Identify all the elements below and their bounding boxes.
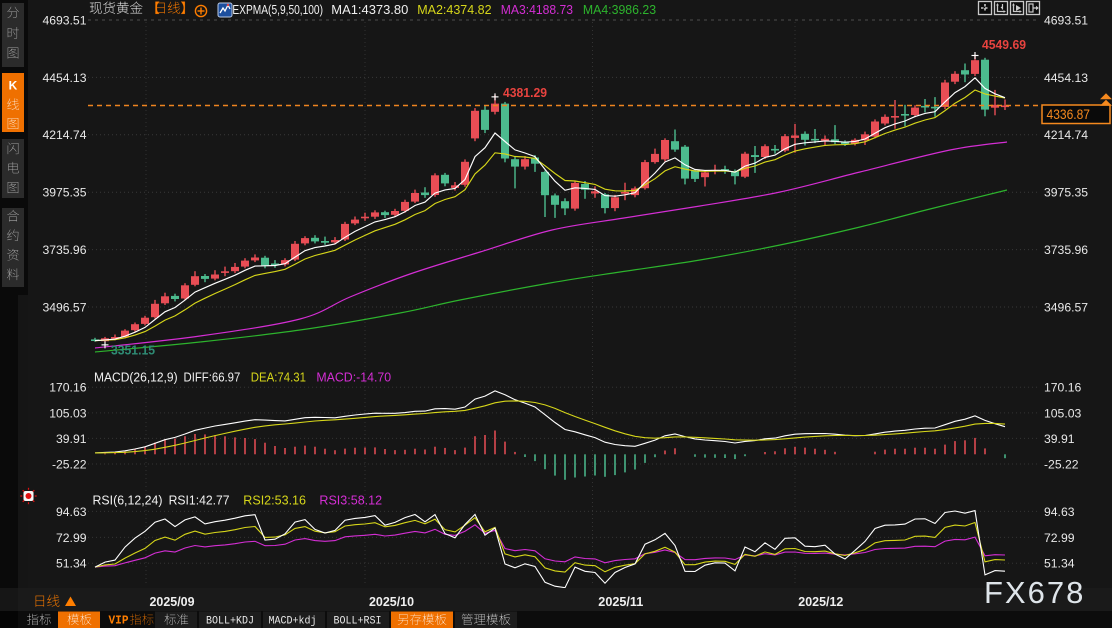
svg-text:FX678: FX678 xyxy=(984,575,1085,610)
svg-text:2025/12: 2025/12 xyxy=(798,594,843,609)
svg-text:RSI2:53.16: RSI2:53.16 xyxy=(243,493,306,508)
svg-text:4693.51: 4693.51 xyxy=(42,13,86,27)
svg-text:RSI3:58.12: RSI3:58.12 xyxy=(319,493,382,508)
svg-text:39.91: 39.91 xyxy=(1044,432,1075,446)
svg-text:MACD(26,12,9): MACD(26,12,9) xyxy=(94,370,178,385)
svg-text:2025/11: 2025/11 xyxy=(598,594,643,609)
svg-text:51.34: 51.34 xyxy=(1044,557,1075,571)
svg-text:94.63: 94.63 xyxy=(1044,505,1075,519)
svg-text:170.16: 170.16 xyxy=(49,381,86,395)
svg-text:3496.57: 3496.57 xyxy=(1044,300,1088,314)
svg-text:72.99: 72.99 xyxy=(1044,531,1075,545)
svg-text:K: K xyxy=(9,79,18,93)
svg-text:4549.69: 4549.69 xyxy=(982,38,1026,52)
svg-text:-25.22: -25.22 xyxy=(1044,457,1079,471)
svg-text:BOLL+KDJ: BOLL+KDJ xyxy=(206,616,254,628)
svg-text:MACD:-14.70: MACD:-14.70 xyxy=(316,370,391,385)
svg-text:3735.96: 3735.96 xyxy=(1044,243,1088,257)
svg-text:4214.74: 4214.74 xyxy=(1044,128,1088,142)
svg-text:RSI1:42.77: RSI1:42.77 xyxy=(169,493,230,508)
svg-text:2025/09: 2025/09 xyxy=(150,594,195,609)
svg-text:4454.13: 4454.13 xyxy=(42,71,86,85)
svg-text:MA3:4188.73: MA3:4188.73 xyxy=(501,2,573,17)
svg-text:4381.29: 4381.29 xyxy=(503,86,547,100)
svg-text:RSI(6,12,24): RSI(6,12,24) xyxy=(93,493,163,508)
svg-text:170.16: 170.16 xyxy=(1044,381,1081,395)
svg-text:39.91: 39.91 xyxy=(56,432,87,446)
svg-text:3496.57: 3496.57 xyxy=(42,300,86,314)
svg-text:4214.74: 4214.74 xyxy=(42,128,86,142)
svg-text:DEA:74.31: DEA:74.31 xyxy=(251,370,306,385)
svg-text:MA2:4374.82: MA2:4374.82 xyxy=(417,2,491,17)
svg-text:4336.87: 4336.87 xyxy=(1047,107,1091,122)
svg-text:3735.96: 3735.96 xyxy=(42,243,86,257)
svg-text:3975.35: 3975.35 xyxy=(1044,186,1088,200)
svg-text:3351.15: 3351.15 xyxy=(111,343,155,357)
svg-text:-25.22: -25.22 xyxy=(52,457,87,471)
svg-text:DIFF:66.97: DIFF:66.97 xyxy=(184,370,241,385)
svg-text:72.99: 72.99 xyxy=(56,531,87,545)
svg-text:94.63: 94.63 xyxy=(56,505,87,519)
svg-text:4693.51: 4693.51 xyxy=(1044,13,1088,27)
svg-text:2025/10: 2025/10 xyxy=(369,594,414,609)
svg-text:105.03: 105.03 xyxy=(49,406,86,420)
svg-text:EXPMA(5,9,50,100): EXPMA(5,9,50,100) xyxy=(232,2,323,17)
svg-text:BOLL+RSI: BOLL+RSI xyxy=(334,616,382,628)
svg-text:MA4:3986.23: MA4:3986.23 xyxy=(583,2,656,17)
svg-text:105.03: 105.03 xyxy=(1044,406,1081,420)
svg-text:4454.13: 4454.13 xyxy=(1044,71,1088,85)
svg-text:MA1:4373.80: MA1:4373.80 xyxy=(331,2,408,17)
svg-text:VIP: VIP xyxy=(109,614,129,628)
svg-text:51.34: 51.34 xyxy=(56,557,87,571)
svg-text:3975.35: 3975.35 xyxy=(42,186,86,200)
svg-text:MACD+kdj: MACD+kdj xyxy=(269,616,317,628)
